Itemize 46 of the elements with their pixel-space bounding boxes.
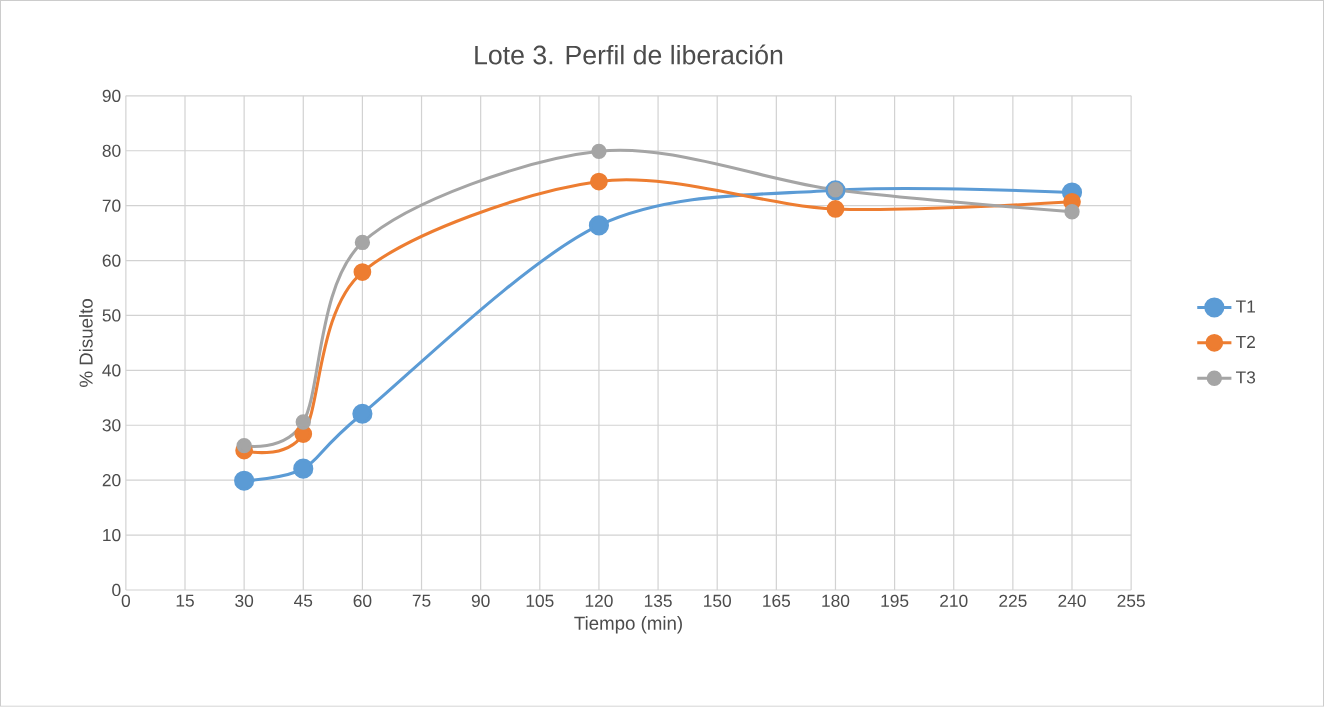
y-tick-label: 80 bbox=[102, 144, 121, 157]
x-tick-label: 75 bbox=[412, 594, 431, 607]
x-tick-label: 195 bbox=[881, 594, 909, 608]
legend-label: T3 bbox=[1236, 371, 1256, 384]
legend-label: T1 bbox=[1236, 300, 1255, 313]
x-tick-label: 30 bbox=[235, 594, 254, 608]
legend-label: T2 bbox=[1236, 335, 1255, 348]
x-tick-label: 45 bbox=[294, 594, 313, 607]
x-tick-label: 135 bbox=[644, 594, 672, 608]
point bbox=[590, 172, 608, 191]
chart-title: Lote 3. Perfil de liberación bbox=[475, 44, 783, 65]
x-tick-label: 180 bbox=[822, 594, 850, 608]
x-axis-title: Tiempo (min) bbox=[574, 616, 682, 634]
point bbox=[236, 437, 252, 454]
y-tick-label: 90 bbox=[102, 89, 121, 103]
point bbox=[1064, 204, 1080, 220]
point bbox=[234, 470, 255, 491]
point bbox=[354, 234, 371, 251]
point bbox=[826, 200, 845, 218]
x-tick-label: 210 bbox=[940, 594, 968, 608]
point bbox=[293, 458, 314, 479]
x-tick-label: 0 bbox=[121, 594, 131, 608]
y-tick-label: 70 bbox=[102, 199, 121, 212]
point bbox=[591, 143, 607, 160]
y-tick-label: 60 bbox=[102, 254, 121, 267]
x-tick-label: 150 bbox=[704, 594, 731, 608]
y-tick-label: 30 bbox=[102, 419, 121, 432]
y-tick-label: 20 bbox=[102, 474, 121, 487]
x-tick-label: 165 bbox=[763, 594, 791, 608]
y-tick-label: 10 bbox=[103, 529, 121, 542]
x-tick-label: 240 bbox=[1058, 594, 1086, 608]
y-tick-label: 40 bbox=[102, 364, 121, 377]
point bbox=[295, 414, 311, 430]
point bbox=[588, 215, 610, 236]
x-tick-label: 60 bbox=[353, 594, 372, 608]
x-tick-label: 225 bbox=[999, 594, 1027, 608]
y-axis-title: % Disuelto bbox=[79, 299, 93, 387]
x-tick-label: 105 bbox=[526, 594, 554, 608]
y-tick-label: 50 bbox=[102, 309, 121, 322]
x-tick-label: 120 bbox=[585, 594, 613, 608]
x-tick-label: 15 bbox=[176, 594, 194, 607]
y-tick-label: 0 bbox=[112, 583, 121, 597]
x-tick-label: 255 bbox=[1117, 594, 1145, 608]
point bbox=[353, 263, 372, 282]
x-tick-label: 90 bbox=[471, 594, 490, 608]
point bbox=[352, 403, 373, 424]
